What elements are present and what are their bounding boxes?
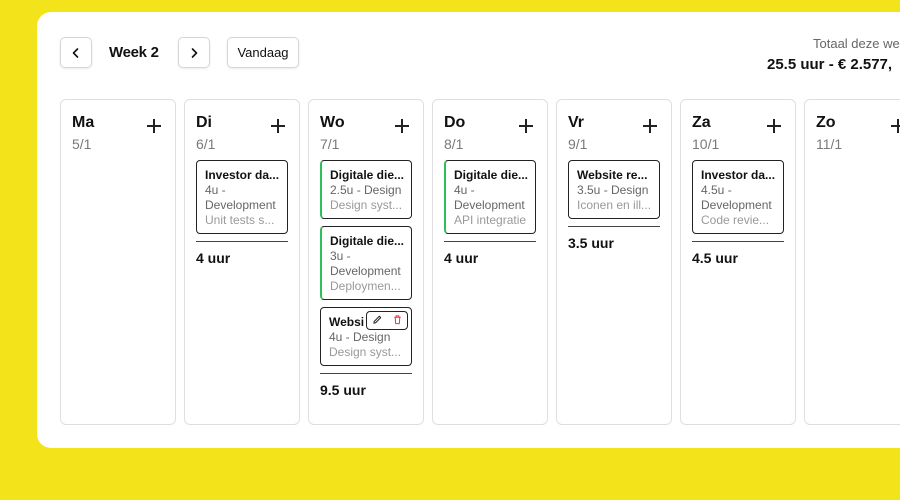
time-entry-card[interactable]: Digitale die... 3u - Development Deploymen… xyxy=(320,226,412,300)
entry-list: Investor da... 4u - Development Unit tests… xyxy=(196,160,288,266)
day-date: 10/1 xyxy=(692,136,720,152)
pencil-icon[interactable] xyxy=(372,312,383,330)
entry-list: Digitale die... 2.5u - Design Design syst.… xyxy=(320,160,412,398)
week-planner-card: Week 2 Vandaag Totaal deze we 25.5 uur -… xyxy=(37,12,900,448)
entry-actions xyxy=(366,311,408,330)
day-divider xyxy=(320,373,412,374)
entry-hours-category: 3.5u - Design xyxy=(577,183,649,197)
time-entry-card[interactable]: Website re... 3.5u - Design Iconen en ill.… xyxy=(568,160,660,219)
day-column: Ma 5/1 xyxy=(60,99,176,425)
chevron-left-icon xyxy=(72,47,79,58)
week-total-value: 25.5 uur - € 2.577, xyxy=(767,56,893,73)
entry-hours-category: 4u - Development xyxy=(205,183,276,212)
day-divider xyxy=(568,226,660,227)
day-name: Za xyxy=(692,114,711,131)
entry-hours-category: 2.5u - Design xyxy=(330,183,402,197)
trash-icon[interactable] xyxy=(392,312,403,330)
day-divider xyxy=(692,241,784,242)
day-total: 4 uur xyxy=(196,250,231,266)
entry-hours-category: 4u - Development xyxy=(454,183,525,212)
day-date: 8/1 xyxy=(444,136,464,152)
plus-icon[interactable] xyxy=(642,118,658,134)
entry-description: Iconen en ill... xyxy=(577,198,652,212)
day-name: Ma xyxy=(72,114,95,131)
plus-icon[interactable] xyxy=(270,118,286,134)
day-column: Za 10/1 Investor da... 4.5u - Development Co… xyxy=(680,99,796,425)
day-column: Zo 11/1 xyxy=(804,99,900,425)
day-date: 11/1 xyxy=(816,136,843,152)
entry-title: Digitale die... xyxy=(330,168,405,182)
entry-title: Investor da... xyxy=(205,168,280,182)
entry-hours-category: 4u - Design xyxy=(329,330,391,344)
plus-icon[interactable] xyxy=(766,118,782,134)
time-entry-card[interactable]: Websi 4u - Design Design syst... xyxy=(320,307,412,366)
entry-title: Digitale die... xyxy=(330,234,405,248)
plus-icon[interactable] xyxy=(890,118,900,134)
time-entry-card[interactable]: Investor da... 4.5u - Development Code rev… xyxy=(692,160,784,234)
entry-list: Digitale die... 4u - Development API integ… xyxy=(444,160,536,266)
day-column: Wo 7/1 Digitale die... 2.5u - Design Design … xyxy=(308,99,424,425)
entry-hours-category: 4.5u - Development xyxy=(701,183,772,212)
day-column: Do 8/1 Digitale die... 4u - Development API … xyxy=(432,99,548,425)
entry-description: API integratie xyxy=(454,213,527,227)
day-name: Zo xyxy=(816,114,836,131)
entry-list: Website re... 3.5u - Design Iconen en ill.… xyxy=(568,160,660,251)
day-date: 6/1 xyxy=(196,136,216,152)
day-total: 4.5 uur xyxy=(692,250,738,266)
entry-title: Website re... xyxy=(577,168,648,182)
previous-week-button[interactable] xyxy=(60,37,92,68)
plus-icon[interactable] xyxy=(146,118,162,134)
week-total-label: Totaal deze we xyxy=(813,36,900,51)
day-name: Di xyxy=(196,114,212,131)
week-title: Week 2 xyxy=(109,44,159,61)
day-name: Wo xyxy=(320,114,345,131)
day-divider xyxy=(196,241,288,242)
day-total: 3.5 uur xyxy=(568,235,614,251)
entry-description: Code revie... xyxy=(701,213,770,227)
day-name: Do xyxy=(444,114,466,131)
day-column: Di 6/1 Investor da... 4u - Development Unit … xyxy=(184,99,300,425)
day-date: 5/1 xyxy=(72,136,92,152)
chevron-right-icon xyxy=(191,47,198,58)
time-entry-card[interactable]: Digitale die... 2.5u - Design Design syst.… xyxy=(320,160,412,219)
entry-description: Design syst... xyxy=(330,198,403,212)
time-entry-card[interactable]: Digitale die... 4u - Development API integ… xyxy=(444,160,536,234)
day-total: 9.5 uur xyxy=(320,382,366,398)
entry-title: Websi xyxy=(329,315,365,329)
time-entry-card[interactable]: Investor da... 4u - Development Unit tests… xyxy=(196,160,288,234)
day-total: 4 uur xyxy=(444,250,479,266)
entry-title: Investor da... xyxy=(701,168,776,182)
entry-description: Deploymen... xyxy=(330,279,401,293)
next-week-button[interactable] xyxy=(178,37,210,68)
plus-icon[interactable] xyxy=(518,118,534,134)
day-name: Vr xyxy=(568,114,585,131)
entry-description: Unit tests s... xyxy=(205,213,275,227)
entry-title: Digitale die... xyxy=(454,168,529,182)
entry-hours-category: 3u - Development xyxy=(330,249,401,278)
entry-description: Design syst... xyxy=(329,345,402,359)
day-date: 9/1 xyxy=(568,136,588,152)
day-column: Vr 9/1 Website re... 3.5u - Design Iconen en… xyxy=(556,99,672,425)
entry-list: Investor da... 4.5u - Development Code rev… xyxy=(692,160,784,266)
day-divider xyxy=(444,241,536,242)
plus-icon[interactable] xyxy=(394,118,410,134)
day-date: 7/1 xyxy=(320,136,340,152)
today-button[interactable]: Vandaag xyxy=(227,37,299,68)
